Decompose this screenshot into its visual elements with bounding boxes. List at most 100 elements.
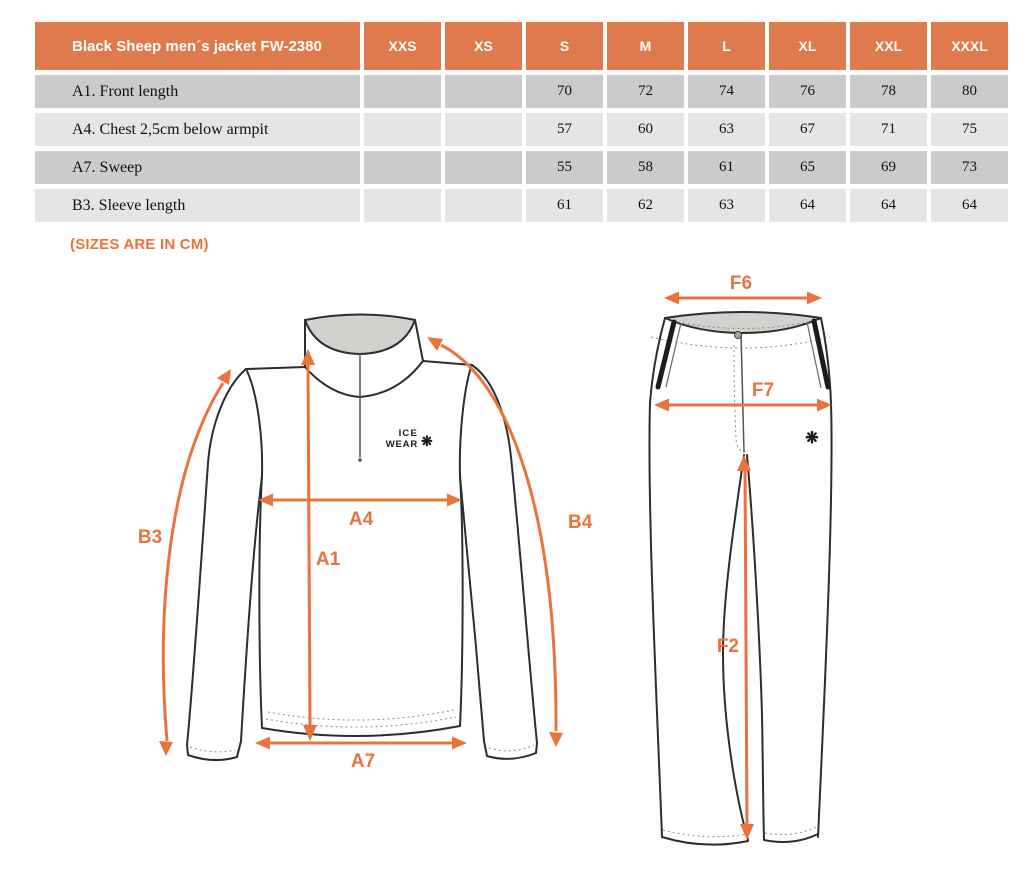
- value-cell: 60: [607, 113, 684, 146]
- pants-inner-left: [722, 454, 749, 841]
- pants-fly-stitch: [733, 344, 745, 453]
- value-cell: [364, 189, 441, 222]
- value-cell: [364, 113, 441, 146]
- size-header-l: L: [688, 22, 765, 70]
- value-cell: 72: [607, 75, 684, 108]
- size-header-xxl: XXL: [850, 22, 927, 70]
- measure-label-f7: F7: [752, 380, 774, 401]
- jacket-raglan-right: [458, 366, 472, 476]
- value-cell: [445, 151, 522, 184]
- pants-pocket-right: [811, 318, 831, 390]
- jacket-body-right: [459, 474, 464, 727]
- jacket-cuff-right: [483, 740, 538, 760]
- value-cell: 78: [850, 75, 927, 108]
- jacket-sleeve-left: [186, 368, 247, 746]
- value-cell: 57: [526, 113, 603, 146]
- value-cell: 62: [607, 189, 684, 222]
- pants-fly-seam: [740, 332, 745, 453]
- jacket-collar-opening: [304, 313, 416, 355]
- jacket-sleeve-left-inner: [240, 476, 263, 742]
- arrowhead-down-icon: [303, 725, 317, 741]
- value-cell: 55: [526, 151, 603, 184]
- arrowhead-right-icon: [452, 736, 467, 750]
- measure-a7: A7: [255, 736, 467, 772]
- arrowhead-left-icon: [654, 398, 669, 412]
- jacket-shoulder-left: [245, 366, 306, 370]
- jacket-shoulder-right: [422, 360, 473, 366]
- value-cell: 58: [607, 151, 684, 184]
- pants-waist-stitch: [672, 320, 814, 329]
- measure-label-a4: A4: [349, 509, 374, 530]
- product-header-cell: Black Sheep men´s jacket FW-2380: [35, 22, 360, 70]
- arrowhead-down-icon: [740, 824, 754, 840]
- pants-button: [734, 331, 742, 339]
- jacket-diagram: ICE WEAR ❋ A1 A4 A7 B3 B4: [138, 313, 593, 772]
- value-cell: 61: [526, 189, 603, 222]
- measure-label-b3: B3: [138, 527, 162, 548]
- value-cell: 65: [769, 151, 846, 184]
- size-header-m: M: [607, 22, 684, 70]
- value-cell: 70: [526, 75, 603, 108]
- pants-waist-opening: [664, 311, 822, 334]
- jacket-cuff-left: [186, 740, 242, 761]
- value-cell: 74: [688, 75, 765, 108]
- value-cell: 73: [931, 151, 1008, 184]
- value-cell: [364, 75, 441, 108]
- measure-f7: F7: [654, 380, 832, 412]
- pants-hem-stitch: [764, 826, 818, 835]
- jacket-hem-stitch: [267, 709, 455, 721]
- value-cell: 64: [931, 189, 1008, 222]
- pants-hem-right: [763, 833, 819, 843]
- value-cell: 64: [850, 189, 927, 222]
- measure-f6: F6: [664, 275, 822, 305]
- arrowhead-right-icon: [807, 291, 822, 305]
- row-label-a1: A1. Front length: [35, 75, 360, 108]
- measure-a1: A1: [301, 349, 341, 741]
- arrowhead-up-icon: [737, 455, 751, 471]
- pants-outer-left: [648, 317, 666, 838]
- size-header-xxs: XXS: [364, 22, 441, 70]
- pants-hem-stitch: [662, 829, 748, 838]
- value-cell: 69: [850, 151, 927, 184]
- value-cell: 61: [688, 151, 765, 184]
- jacket-hem-stitch: [265, 716, 457, 728]
- arrowhead-down-icon: [159, 741, 173, 756]
- arrowhead-down-icon: [549, 732, 563, 747]
- arrowhead-up-icon: [427, 337, 443, 351]
- arrowhead-right-icon: [447, 493, 462, 507]
- value-cell: 64: [769, 189, 846, 222]
- value-cell: [445, 189, 522, 222]
- size-header-xxxl: XXXL: [931, 22, 1008, 70]
- jacket-sleeve-right-inner: [459, 476, 485, 742]
- arrowhead-up-icon: [301, 349, 315, 365]
- arrowhead-right-icon: [817, 398, 832, 412]
- measure-label-f2: F2: [717, 636, 739, 657]
- value-cell: [445, 113, 522, 146]
- size-header-xl: XL: [769, 22, 846, 70]
- pants-pocket-right-stitch: [806, 321, 822, 389]
- value-cell: 67: [769, 113, 846, 146]
- jacket-zipper-pull: [358, 458, 362, 462]
- jacket-raglan-left: [246, 370, 264, 476]
- value-cell: [445, 75, 522, 108]
- pants-pocket-left-stitch: [665, 322, 682, 388]
- value-cell: 63: [688, 113, 765, 146]
- arrowhead-left-icon: [664, 291, 679, 305]
- row-label-a7: A7. Sweep: [35, 151, 360, 184]
- arrowhead-left-icon: [258, 493, 273, 507]
- arrowhead-left-icon: [255, 736, 270, 750]
- jacket-logo-snowflake-icon: ❋: [421, 433, 433, 449]
- measure-label-f6: F6: [730, 275, 752, 294]
- sizes-unit-note: (SIZES ARE IN CM): [70, 236, 209, 253]
- jacket-cuff-stitch: [189, 746, 236, 753]
- value-cell: 80: [931, 75, 1008, 108]
- size-table: Black Sheep men´s jacket FW-2380 XXS XS …: [35, 22, 1008, 222]
- jacket-body-left: [258, 474, 263, 729]
- value-cell: 63: [688, 189, 765, 222]
- measure-label-a1: A1: [316, 549, 341, 570]
- value-cell: 71: [850, 113, 927, 146]
- pants-outer-right: [817, 317, 833, 838]
- pants-pocket-left: [655, 319, 677, 390]
- jacket-sleeve-right: [471, 364, 538, 744]
- measure-label-a7: A7: [351, 751, 375, 772]
